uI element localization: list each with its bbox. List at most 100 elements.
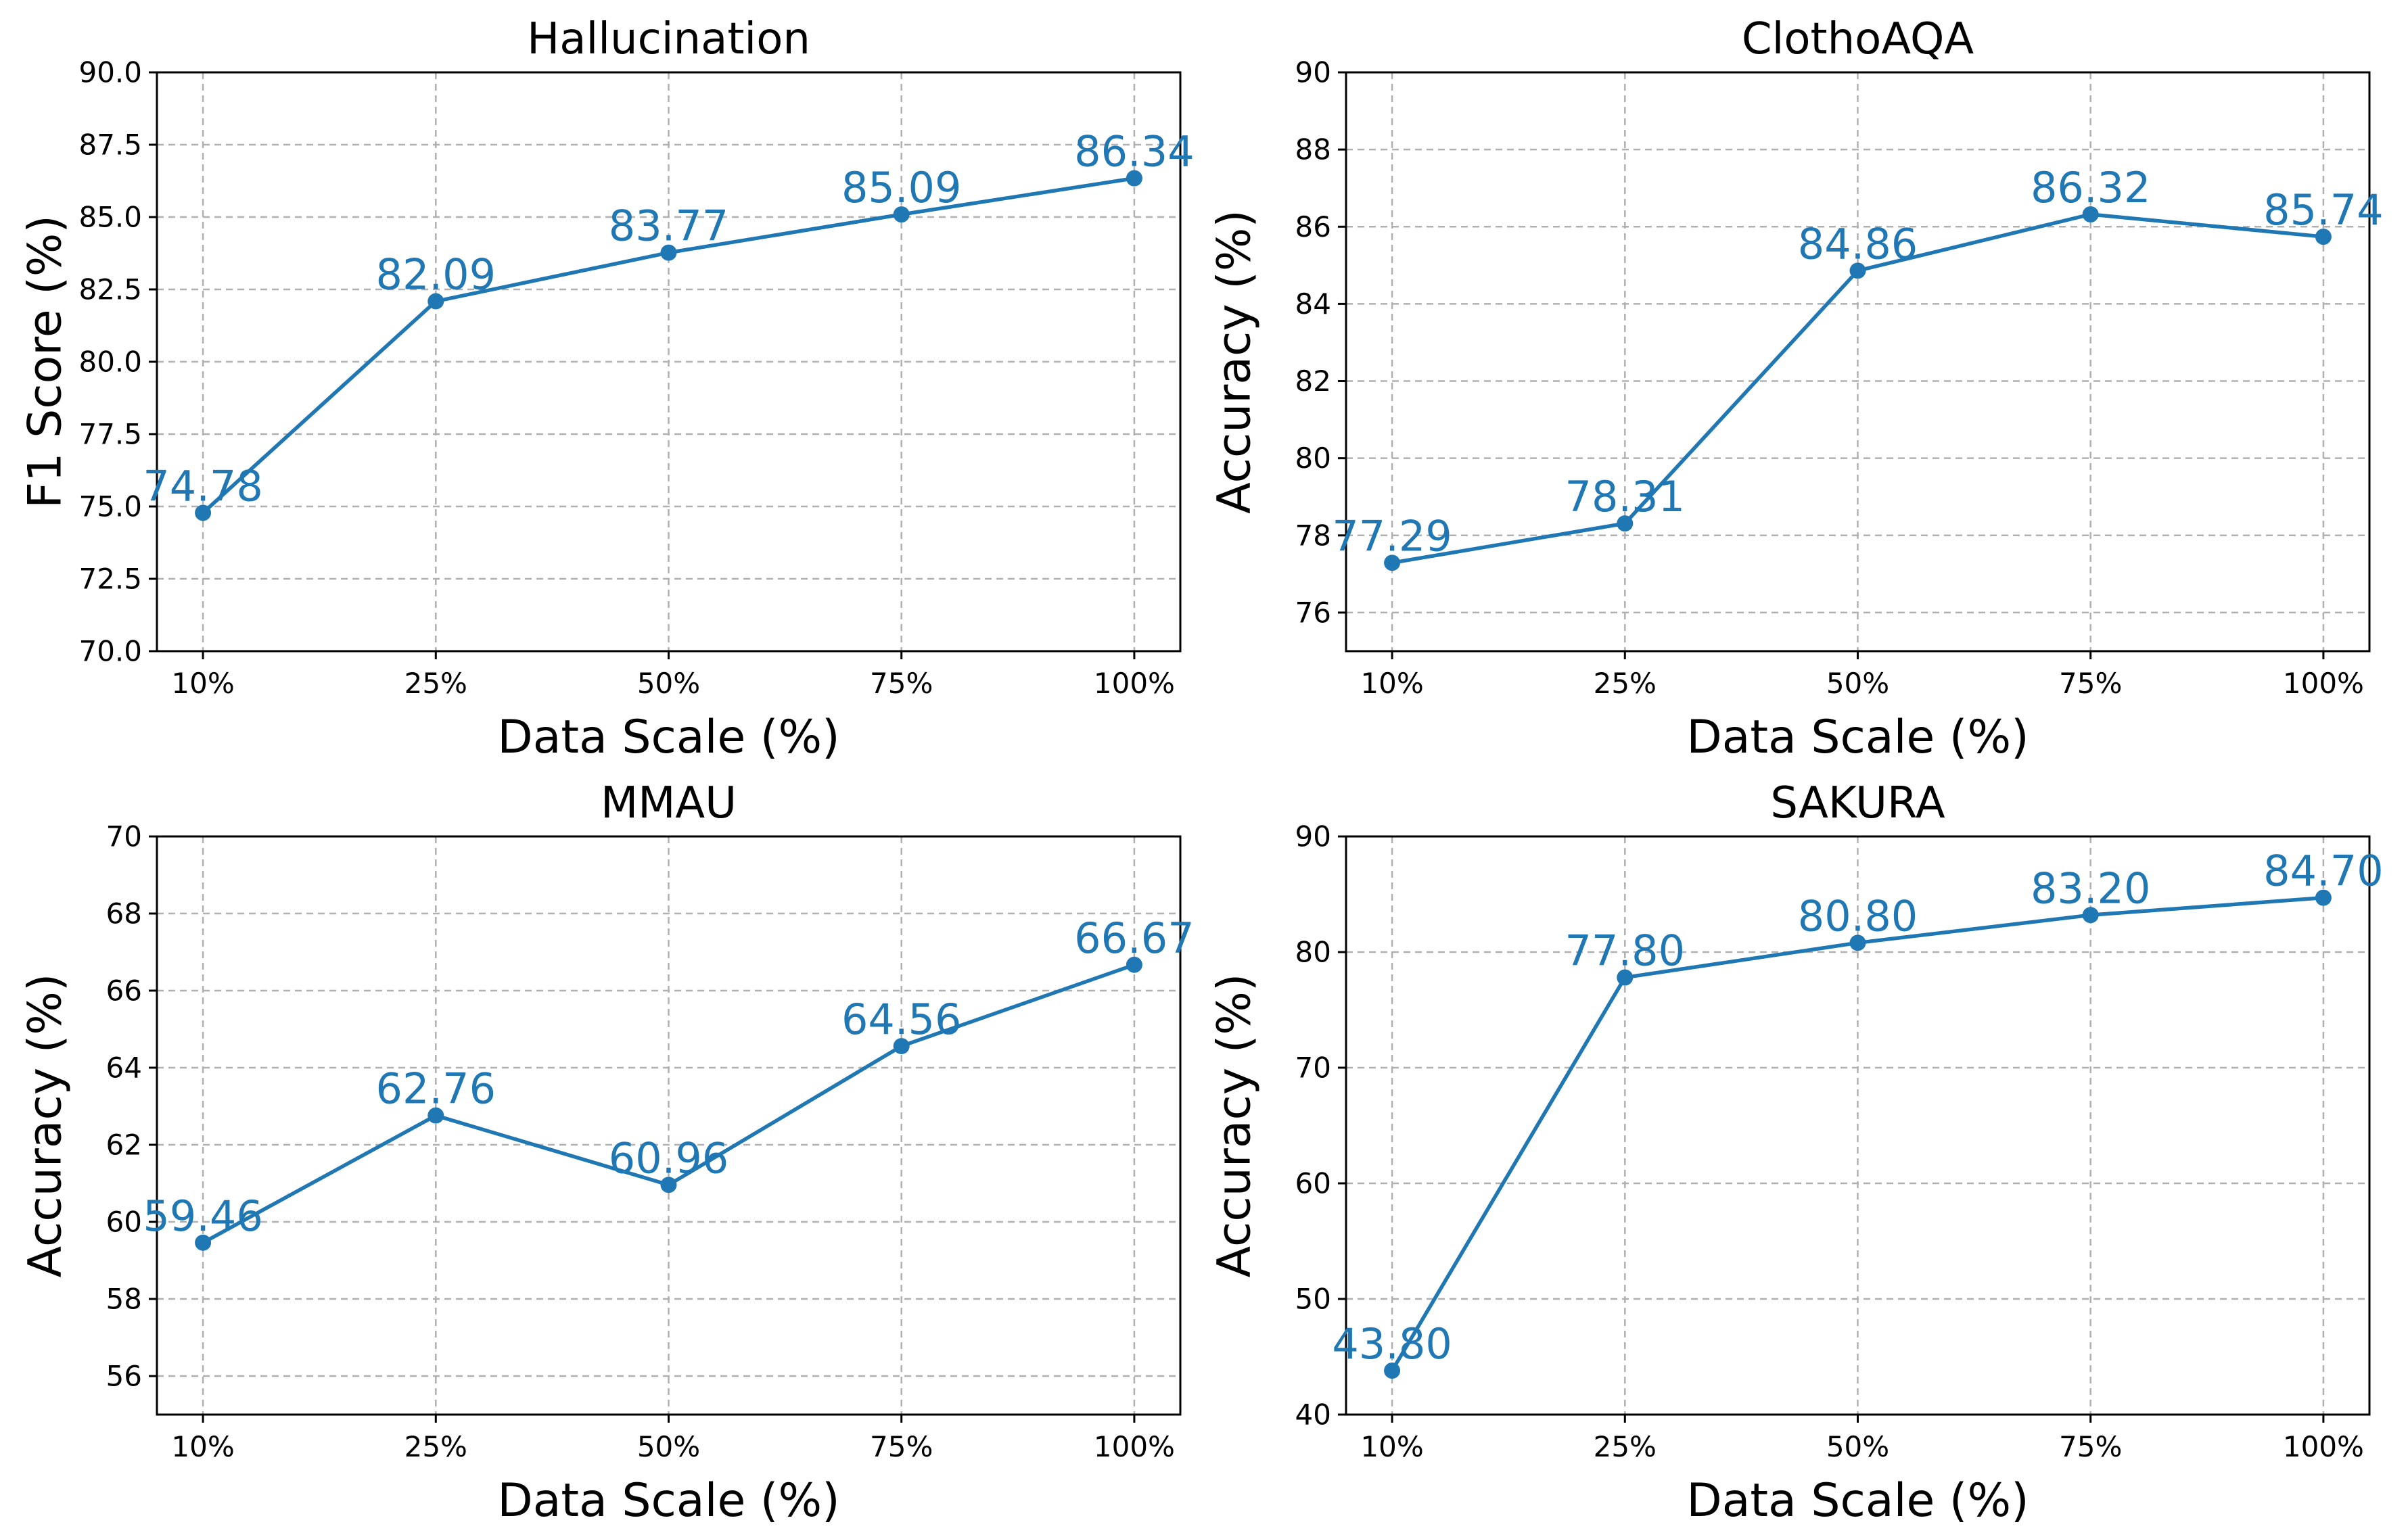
y-tick-label: 75.0 (78, 490, 142, 523)
x-tick-label: 100% (1094, 667, 1175, 700)
data-point (195, 1234, 212, 1251)
data-point (2315, 229, 2332, 245)
x-tick-label: 10% (171, 667, 234, 700)
x-tick-label: 100% (2283, 1430, 2364, 1463)
plot-frame (156, 71, 1182, 653)
data-point (1849, 262, 1866, 279)
y-tick-label: 56 (106, 1360, 142, 1393)
chart-title: ClothoAQA (1742, 14, 1974, 64)
data-label: 77.29 (1332, 511, 1452, 561)
chart-title: Hallucination (527, 14, 810, 64)
data-point (1384, 554, 1401, 571)
x-tick-label: 100% (1094, 1430, 1175, 1463)
data-point (2082, 206, 2099, 223)
x-axis-label: Data Scale (%) (497, 1474, 839, 1528)
y-tick-label: 70 (106, 820, 142, 853)
y-tick-label: 80 (1295, 442, 1331, 475)
data-point (1617, 515, 1634, 532)
y-tick-label: 90 (1295, 56, 1331, 89)
y-tick-label: 88 (1295, 133, 1331, 166)
data-label: 78.31 (1565, 472, 1686, 521)
data-label: 80.80 (1798, 891, 1918, 941)
data-label: 62.76 (376, 1064, 496, 1114)
y-tick-label: 82 (1295, 364, 1331, 398)
data-point (660, 244, 677, 261)
x-axis-label: Data Scale (%) (1686, 711, 2029, 764)
data-label: 85.74 (2263, 185, 2384, 235)
x-tick-label: 50% (637, 667, 700, 700)
chart-panel-1: 70.0 72.5 75.0 77.5 80.0 82.5 85.0 87.5 90.0 10% 2… (19, 14, 1195, 764)
x-tick-label: 75% (2059, 667, 2122, 700)
data-point (2082, 907, 2099, 924)
data-label: 83.77 (609, 202, 729, 251)
y-tick-label: 76 (1295, 596, 1331, 629)
x-tick-label: 75% (2059, 1430, 2122, 1463)
x-tick-label: 75% (870, 1430, 933, 1463)
y-axis-label: Accuracy (%) (1208, 974, 1261, 1278)
y-tick-label: 70 (1295, 1051, 1331, 1085)
y-axis-label: Accuracy (%) (19, 974, 72, 1278)
x-tick-label: 75% (870, 667, 933, 700)
y-tick-label: 82.5 (78, 273, 142, 306)
plot-frame (1345, 835, 2371, 1416)
data-label: 74.78 (143, 461, 263, 511)
x-tick-label: 25% (404, 667, 467, 700)
x-tick-label: 25% (1594, 667, 1657, 700)
data-label: 84.86 (1798, 219, 1918, 268)
y-tick-label: 64 (106, 1051, 142, 1085)
x-tick-label: 50% (1826, 667, 1889, 700)
y-tick-label: 68 (106, 897, 142, 930)
y-tick-label: 86 (1295, 210, 1331, 243)
x-tick-label: 50% (1826, 1430, 1889, 1463)
y-tick-label: 60 (1295, 1167, 1331, 1200)
chart-panel-4: 40 50 60 70 80 90 10% 25% 50% 75% 100% 43.80 77.80 80… (1208, 778, 2384, 1528)
data-label: 83.20 (2031, 863, 2151, 913)
data-point (195, 504, 212, 521)
y-tick-label: 58 (106, 1283, 142, 1316)
data-point (1126, 170, 1142, 187)
x-tick-label: 50% (637, 1430, 700, 1463)
chart-title: SAKURA (1770, 778, 1945, 828)
chart-title: MMAU (601, 778, 737, 828)
y-tick-label: 40 (1295, 1398, 1331, 1431)
data-label: 59.46 (143, 1191, 263, 1241)
y-tick-label: 90.0 (78, 56, 142, 89)
data-point (893, 1038, 910, 1055)
data-label: 86.32 (2031, 163, 2151, 212)
x-tick-label: 25% (1594, 1430, 1657, 1463)
data-label: 85.09 (841, 163, 962, 212)
y-tick-label: 50 (1295, 1283, 1331, 1316)
data-label: 64.56 (841, 995, 962, 1044)
y-tick-label: 78 (1295, 519, 1331, 552)
chart-panel-2: 76 78 80 82 84 86 88 90 10% 25% 50% 75% 100% 77.29 78.… (1208, 14, 2384, 764)
x-tick-label: 10% (1360, 1430, 1423, 1463)
y-tick-label: 84 (1295, 287, 1331, 321)
data-point (1126, 956, 1142, 973)
data-point (1849, 934, 1866, 951)
y-tick-label: 60 (106, 1206, 142, 1239)
plot-frame (1345, 71, 2371, 653)
data-label: 82.09 (376, 250, 496, 300)
x-tick-label: 100% (2283, 667, 2364, 700)
y-tick-label: 62 (106, 1129, 142, 1162)
y-tick-label: 70.0 (78, 635, 142, 668)
data-label: 66.67 (1074, 914, 1195, 963)
x-axis-label: Data Scale (%) (497, 711, 839, 764)
x-tick-label: 10% (171, 1430, 234, 1463)
data-point (1617, 969, 1634, 986)
y-tick-label: 66 (106, 974, 142, 1008)
y-tick-label: 77.5 (78, 418, 142, 451)
y-tick-label: 87.5 (78, 128, 142, 162)
data-label: 60.96 (609, 1133, 729, 1183)
data-label: 43.80 (1332, 1319, 1452, 1369)
x-axis-label: Data Scale (%) (1686, 1474, 2029, 1528)
x-tick-label: 10% (1360, 667, 1423, 700)
plot-frame (156, 835, 1182, 1416)
data-point (2315, 889, 2332, 906)
data-point (427, 1107, 444, 1124)
y-tick-label: 80 (1295, 936, 1331, 969)
y-axis-label: F1 Score (%) (19, 215, 72, 508)
data-point (660, 1177, 677, 1193)
data-point (893, 206, 910, 223)
